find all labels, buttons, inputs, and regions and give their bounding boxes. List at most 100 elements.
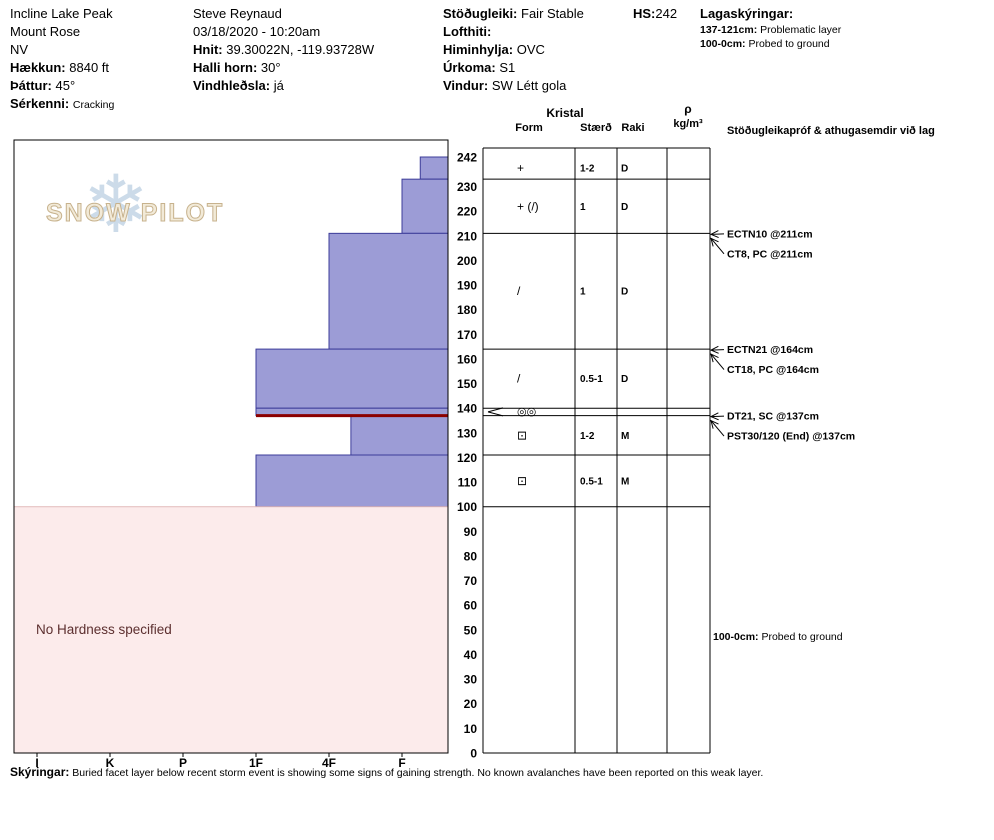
test-result: PST30/120 (End) @137cm [727,431,855,443]
stability-label: Stöðugleiki: [443,6,518,21]
layer-note-text: Problematic layer [760,24,842,36]
depth-tick-label: 130 [457,426,477,440]
crystal-form: / [517,284,521,298]
form-column-header: Form [515,122,543,134]
hardness-bar [255,348,449,409]
hardness-bar [419,156,449,180]
sky-value: OVC [516,42,545,57]
sky-row: Himinhylja: OVC [443,41,584,59]
plot-border [13,139,449,754]
wind-value: SW Létt gola [491,78,567,93]
aspect-label: Þáttur: [10,78,52,93]
aspect-row: Þáttur: 45° [10,77,114,95]
depth-tick-label: 180 [457,303,477,317]
hardness-tick-label: 4F [322,756,336,770]
site-state: NV [10,42,29,57]
moisture-column-header: Raki [621,122,644,134]
layer-note-text: Probed to ground [748,38,830,50]
site-name: Incline Lake Peak [10,6,113,21]
precip-value: S1 [499,60,516,75]
observer-block: Steve Reynaud 03/18/2020 - 10:20am Hnit:… [193,5,374,95]
logo-snowflake-icon: ❄ [82,160,149,249]
windload-label: Vindhleðsla: [193,78,271,93]
test-result: CT18, PC @164cm [727,364,819,376]
location-block: Incline Lake Peak Mount Rose NV Hækkun: … [10,5,114,114]
elevation-label: Hækkun: [10,60,66,75]
depth-tick-label: 60 [464,599,478,613]
sky-label: Himinhylja: [443,42,514,57]
depth-tick-label: 90 [464,525,478,539]
pit-notes: Skýringar: Buried facet layer below rece… [10,765,763,779]
crystal-form: ⊡ [517,428,527,442]
crystal-size: 0.5-1 [580,476,603,487]
thin-layer-pointer [487,411,504,417]
crystal-size: 1 [580,202,586,213]
crystal-size: 0.5-1 [580,374,603,385]
size-column-header: Stærð [580,122,612,134]
hardness-bar [328,232,449,350]
slope-value: 30° [260,60,281,75]
hardness-tick-label: F [398,756,405,770]
airtemp-row: Lofthiti: [443,23,584,41]
test-pointer-arrow [709,345,725,354]
depth-tick-label: 70 [464,574,478,588]
crystal-moisture: D [621,202,628,213]
precip-row: Úrkoma: S1 [443,59,584,77]
wind-label: Vindur: [443,78,489,93]
test-pointer-arrow [710,353,725,370]
crystal-form: + (/) [517,199,539,213]
site-range: Mount Rose [10,24,81,39]
depth-tick-label: 190 [457,279,477,293]
no-hardness-area [13,506,449,754]
depth-tick-label: 170 [457,328,477,342]
depth-tick-label: 160 [457,352,477,366]
hardness-tick-label: I [35,756,38,770]
windload-value: já [273,78,284,93]
test-pointer-arrow [709,230,725,239]
depth-tick-label: 20 [464,697,478,711]
crystal-form: ◎◎ [517,406,536,418]
windload-row: Vindhleðsla: já [193,77,374,95]
elevation-row: Hækkun: 8840 ft [10,59,114,77]
crystal-moisture: D [621,287,628,298]
density-header-symbol: ρ [684,102,691,116]
observation-datetime: 03/18/2020 - 10:20am [193,24,321,39]
depth-tick-label: 242 [457,151,477,165]
coords-row: Hnit: 39.30022N, -119.93728W [193,41,374,59]
pit-notes-text: Buried facet layer below recent storm ev… [72,767,764,779]
observer-name: Steve Reynaud [193,6,282,21]
features-row: Sérkenni: Cracking [10,95,114,114]
test-result: DT21, SC @137cm [727,411,819,423]
features-label: Sérkenni: [10,96,70,111]
depth-tick-label: 0 [470,747,477,761]
thin-layer-pointer [487,407,504,413]
layer-notes-block: Lagaskýringar: 137-121cm: Problematic la… [700,5,841,51]
crystal-moisture: D [621,374,628,385]
density-header-unit: kg/m³ [673,118,703,130]
hardness-tick-label: 1F [249,756,263,770]
depth-tick-label: 80 [464,549,478,563]
depth-tick-label: 140 [457,402,477,416]
logo-text: SNOW PILOT [46,199,224,227]
coords-value: 39.30022N, -119.93728W [226,42,375,57]
airtemp-label: Lofthiti: [443,24,492,39]
hs-label: HS: [633,6,656,21]
crystal-size: 1-2 [580,431,595,442]
layer-note-row: 100-0cm: Probed to ground [700,37,841,51]
depth-tick-label: 230 [457,180,477,194]
depth-tick-label: 110 [458,476,478,490]
hardness-bar [255,454,449,508]
features-value: Cracking [72,99,115,111]
depth-tick-label: 50 [464,623,478,637]
slope-row: Halli horn: 30° [193,59,374,77]
depth-tick-label: 40 [464,648,478,662]
elevation-value: 8840 ft [69,60,110,75]
coords-label: Hnit: [193,42,223,57]
depth-tick-label: 30 [464,673,478,687]
precip-label: Úrkoma: [443,60,496,75]
crystal-moisture: D [621,164,628,175]
hs-block: HS:242 [633,5,677,23]
depth-tick-label: 10 [464,722,478,736]
layer-note-row: 137-121cm: Problematic layer [700,23,841,37]
